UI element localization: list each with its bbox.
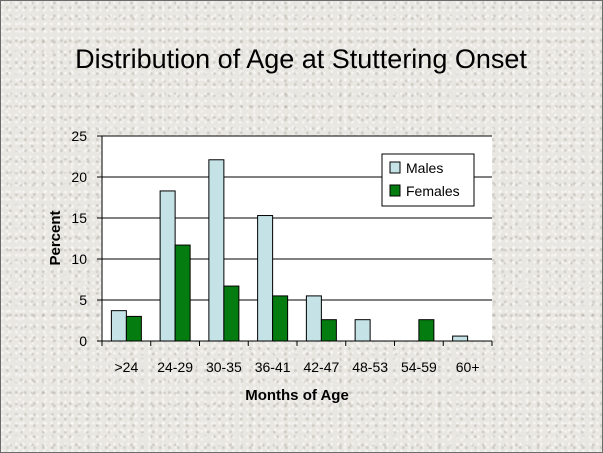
bar-males-1 xyxy=(159,190,176,342)
y-axis-ticks: 0 5 10 15 20 25 xyxy=(71,128,102,349)
bar-males-5 xyxy=(354,319,371,342)
bar-males-4 xyxy=(305,295,322,342)
y-tick-label: 20 xyxy=(71,169,87,185)
y-axis-label: Percent xyxy=(47,210,64,265)
x-tick-label: 60+ xyxy=(456,359,480,375)
bar-females-1 xyxy=(174,244,191,342)
y-tick-label: 25 xyxy=(71,128,87,144)
bar-males-7 xyxy=(452,335,469,342)
x-tick-label: >24 xyxy=(115,359,139,375)
bar-males-0 xyxy=(110,310,127,342)
x-tick-label: 42-47 xyxy=(303,359,339,375)
legend-label-females: Females xyxy=(406,183,460,199)
x-axis-ticks: >24 24-29 30-35 36-41 42-47 48-53 54-59 60+ xyxy=(101,341,493,375)
bar-males-2 xyxy=(208,159,225,342)
x-tick-label: 24-29 xyxy=(157,359,193,375)
bar-females-3 xyxy=(272,295,289,342)
chart-title: Distribution of Age at Stuttering Onset xyxy=(75,44,527,74)
bar-females-0 xyxy=(125,315,142,342)
bar-females-6 xyxy=(418,319,435,342)
x-tick-label: 36-41 xyxy=(255,359,291,375)
y-tick-label: 5 xyxy=(79,292,87,308)
x-axis-label: Months of Age xyxy=(245,387,349,404)
y-tick-label: 10 xyxy=(71,251,87,267)
legend-swatch-females xyxy=(389,184,401,197)
bar-females-4 xyxy=(320,319,337,342)
legend-label-males: Males xyxy=(406,160,443,176)
legend: Males Females xyxy=(381,153,475,207)
y-tick-label: 15 xyxy=(71,210,87,226)
x-tick-label: 48-53 xyxy=(352,359,388,375)
bar-females-2 xyxy=(223,285,240,342)
x-tick-label: 54-59 xyxy=(401,359,437,375)
legend-swatch-males xyxy=(389,161,401,174)
y-tick-label: 0 xyxy=(79,333,87,349)
x-tick-label: 30-35 xyxy=(206,359,242,375)
bar-males-3 xyxy=(257,215,274,342)
